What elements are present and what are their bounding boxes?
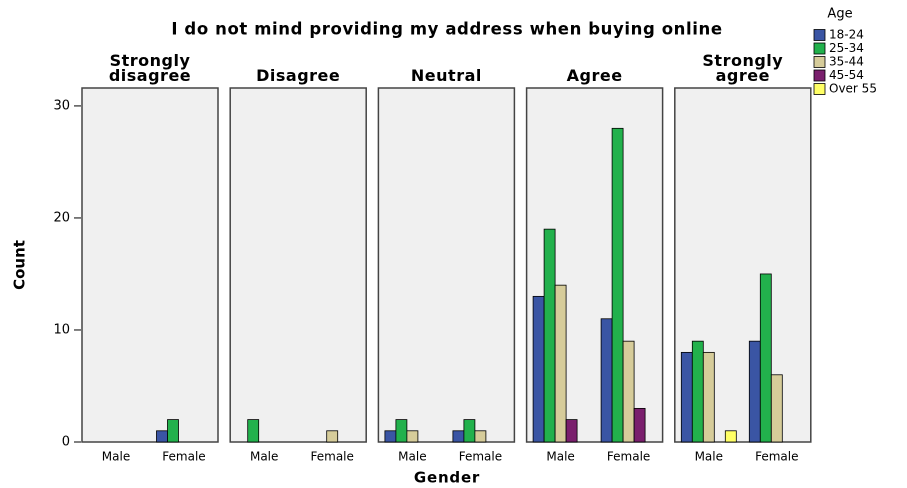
- x-tick-label: Female: [607, 450, 650, 464]
- legend-swatch: [813, 69, 826, 82]
- bar: [247, 419, 260, 443]
- panel-title: Neutral: [410, 66, 482, 85]
- bar: [474, 430, 487, 443]
- panel-title: Strongly disagree: [108, 51, 192, 85]
- x-tick-label: Male: [250, 450, 278, 464]
- x-tick-label: Female: [755, 450, 798, 464]
- legend-label: 35-44: [829, 55, 864, 69]
- bar: [156, 430, 168, 443]
- legend-title: Age: [827, 7, 852, 22]
- x-tick-label: Male: [695, 450, 723, 464]
- x-axis-label: Gender: [414, 469, 480, 487]
- y-axis-label: Count: [11, 240, 29, 290]
- legend-swatch: [813, 42, 826, 55]
- chart-title: I do not mind providing my address when …: [171, 20, 722, 39]
- bar: [395, 419, 408, 443]
- y-tick-label: 0: [62, 435, 70, 450]
- bar: [611, 127, 624, 443]
- bar: [167, 419, 179, 443]
- bar: [770, 374, 783, 443]
- bar: [326, 430, 339, 443]
- bar: [622, 340, 635, 443]
- legend-label: 45-54: [829, 68, 864, 82]
- bar: [633, 407, 646, 443]
- bar: [463, 419, 476, 443]
- y-tick-label: 10: [53, 322, 70, 337]
- bar: [691, 340, 704, 443]
- bar: [600, 318, 613, 443]
- x-tick-label: Male: [546, 450, 574, 464]
- x-tick-label: Male: [398, 450, 426, 464]
- bar: [532, 295, 545, 443]
- panel: [229, 87, 367, 443]
- legend-label: 25-34: [829, 41, 864, 55]
- legend-label: Over 55: [829, 82, 877, 96]
- bar: [384, 430, 397, 443]
- bar: [724, 430, 737, 443]
- bar: [554, 284, 567, 443]
- legend-swatch: [813, 56, 826, 68]
- panel-title: Agree: [566, 66, 623, 85]
- bar: [543, 228, 556, 443]
- legend-label: 18-24: [829, 28, 864, 42]
- bar: [565, 419, 578, 443]
- bar: [452, 430, 465, 443]
- panel-title: Strongly agree: [702, 51, 784, 85]
- legend-swatch: [813, 83, 826, 95]
- y-tick-label: 30: [53, 98, 70, 113]
- panel-title: Disagree: [256, 66, 341, 85]
- x-tick-label: Female: [459, 450, 502, 464]
- y-tick-label: 20: [53, 210, 70, 225]
- panel: [81, 87, 219, 443]
- bar: [759, 273, 772, 443]
- bar: [702, 351, 715, 443]
- bar: [406, 430, 419, 443]
- panel: [377, 87, 516, 443]
- bar: [680, 351, 693, 443]
- x-tick-label: Female: [311, 450, 354, 464]
- x-tick-label: Female: [162, 450, 205, 464]
- x-tick-label: Male: [102, 450, 130, 464]
- bar: [748, 340, 761, 443]
- legend-swatch: [813, 29, 826, 41]
